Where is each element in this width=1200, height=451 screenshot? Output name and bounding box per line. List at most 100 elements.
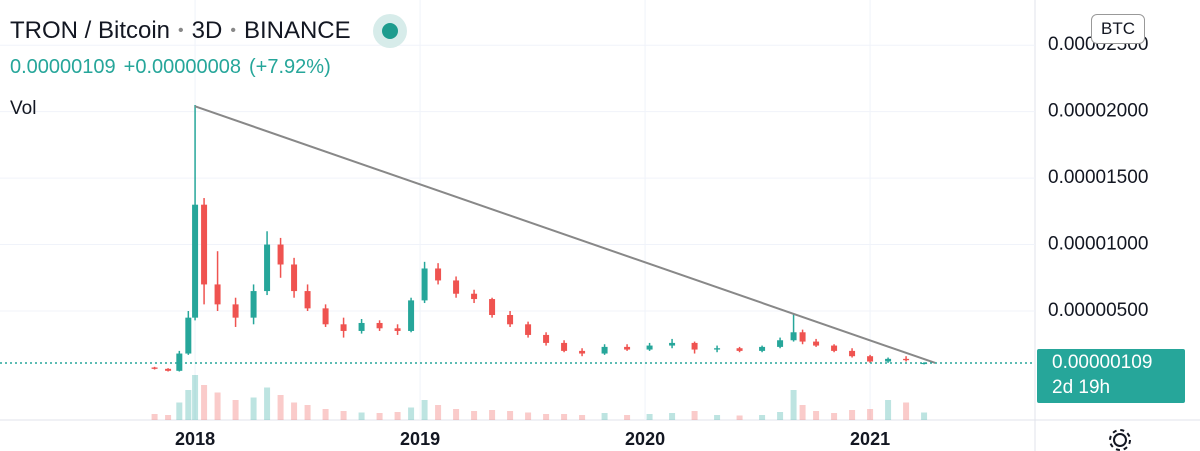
candle-body [165, 368, 172, 371]
candle-body [453, 280, 460, 294]
separator: • [178, 22, 184, 39]
volume-bar [264, 387, 271, 420]
volume-bar [250, 397, 257, 420]
volume-bar [543, 414, 550, 420]
candle-body [543, 334, 550, 343]
candle-body [601, 346, 608, 354]
candle-body [921, 362, 928, 365]
y-tick-label: 0.00001000 [1048, 234, 1148, 255]
y-tick-label: 0.00001500 [1048, 167, 1148, 188]
volume-bar [507, 411, 514, 420]
separator: • [230, 22, 236, 39]
candle-body [813, 341, 820, 346]
candle-body [192, 204, 199, 318]
last-price-box [1037, 348, 1185, 403]
volume-bar [421, 400, 428, 420]
countdown-label: 2d 19h [1052, 377, 1110, 398]
y-tick-label: 0.00002000 [1048, 101, 1148, 122]
volume-bar [624, 415, 631, 420]
symbol: TRON / Bitcoin [10, 17, 171, 44]
interval: 3D [191, 17, 223, 44]
candle-body [185, 317, 192, 354]
volume-bar [759, 415, 766, 420]
volume-bar [601, 413, 608, 420]
volume-bar [165, 415, 172, 420]
candle-body [777, 340, 784, 347]
candle-body [790, 332, 797, 341]
volume-bar [408, 407, 415, 420]
market-status[interactable] [372, 14, 407, 48]
volume-bar [358, 412, 365, 420]
candle-body [232, 304, 239, 318]
volume-label: Vol [10, 98, 37, 119]
y-tick-label: 0.00000500 [1048, 300, 1148, 321]
settings-icon[interactable] [1109, 429, 1131, 451]
volume-bar [435, 405, 442, 420]
candle-body [507, 315, 514, 325]
volume-bar [714, 415, 721, 420]
volume-bar [453, 409, 460, 420]
last-price-label: 0.00000109 [1052, 352, 1152, 373]
volume-bar [790, 390, 797, 420]
change: +0.00000008 [123, 56, 242, 78]
candle-body [176, 353, 183, 371]
volume-bar [813, 411, 820, 420]
candle-body [277, 244, 284, 265]
candle-body [358, 322, 365, 331]
candle-body [201, 204, 208, 285]
x-tick-label: 2019 [400, 429, 440, 449]
candle-body [421, 268, 428, 301]
candle-body [561, 342, 568, 351]
x-tick-label: 2021 [850, 429, 890, 449]
candle-body [714, 348, 721, 350]
trendline [194, 105, 936, 364]
candle-body [322, 308, 329, 325]
candle-body [340, 324, 347, 331]
volume-bar [185, 390, 192, 420]
candle-body [250, 291, 257, 318]
x-tick-label: 2018 [175, 429, 215, 449]
volume-bar [867, 409, 874, 420]
candle-body [408, 300, 415, 331]
volume-bar [201, 385, 208, 420]
volume-bar [777, 412, 784, 420]
candle-body [579, 350, 586, 354]
volume-bar [579, 415, 586, 420]
volume-bar [525, 412, 532, 420]
candle-body [759, 346, 766, 351]
candle-body [736, 348, 743, 351]
candle-body [691, 342, 698, 350]
volume-bar [291, 402, 298, 420]
candle-body [376, 322, 383, 329]
volume-bar [376, 413, 383, 420]
candle-body [831, 345, 838, 351]
volume-bar [151, 414, 158, 420]
candle-body [291, 264, 298, 292]
volume-bar [489, 410, 496, 420]
price-row: 0.00000109 +0.00000008 (+7.92%) [10, 56, 331, 79]
candle-body [435, 268, 442, 281]
x-tick-label: 2020 [625, 429, 665, 449]
volume-bar [322, 409, 329, 420]
candle-body [867, 356, 874, 362]
candle-body [394, 328, 401, 331]
volume-bar [669, 413, 676, 420]
volume-bar [561, 414, 568, 420]
volume-legend: Vol [10, 98, 36, 120]
candle-body [849, 350, 856, 357]
volume-bar [921, 412, 928, 420]
volume-bar [885, 400, 892, 420]
candle-body [646, 345, 653, 350]
candle-body [525, 324, 532, 335]
currency-button[interactable]: BTC [1091, 14, 1145, 44]
candle-body [264, 244, 271, 292]
candle-body [214, 284, 221, 305]
volume-bar [304, 405, 311, 420]
volume-bar [799, 405, 806, 420]
volume-bar [232, 400, 239, 420]
change-percent: (+7.92%) [249, 56, 331, 78]
volume-bar [277, 395, 284, 420]
volume-bar [691, 411, 698, 420]
candle-body [151, 367, 158, 369]
